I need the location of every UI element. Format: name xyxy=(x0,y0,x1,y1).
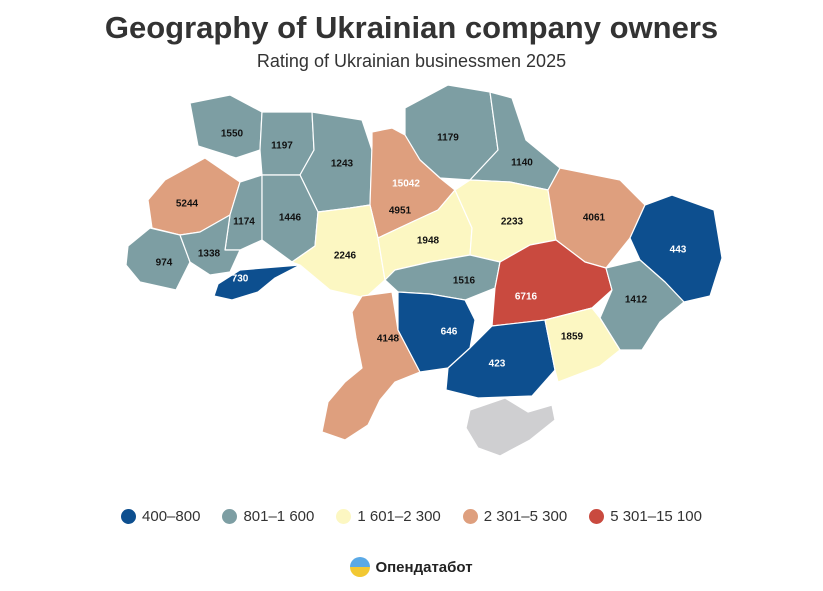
region-value-label: 15042 xyxy=(392,179,420,190)
legend-label: 5 301–15 100 xyxy=(610,508,702,525)
region-value-label: 1197 xyxy=(271,141,293,152)
region-crimea xyxy=(465,397,556,457)
legend-swatch xyxy=(589,509,605,524)
region-luhansk xyxy=(629,194,723,303)
region-value-label: 1859 xyxy=(561,332,584,343)
legend: 400–800 801–1 600 1 601–2 300 2 301–5 30… xyxy=(0,508,823,525)
region-value-label: 4061 xyxy=(583,213,606,224)
region-value-label: 974 xyxy=(156,258,173,269)
legend-swatch xyxy=(462,509,478,524)
chart-subtitle: Rating of Ukrainian businessmen 2025 xyxy=(256,51,567,71)
region-value-label: 4148 xyxy=(377,334,400,345)
legend-item: 2 301–5 300 xyxy=(462,508,568,525)
legend-swatch xyxy=(222,509,238,524)
legend-label: 801–1 600 xyxy=(243,508,315,525)
legend-label: 1 601–2 300 xyxy=(357,508,441,525)
legend-item: 1 601–2 300 xyxy=(336,508,441,525)
region-ivano-frankivsk xyxy=(179,214,241,276)
region-value-label: 1174 xyxy=(233,217,255,228)
region-value-label: 443 xyxy=(670,245,687,256)
legend-label: 2 301–5 300 xyxy=(483,508,568,525)
legend-item: 5 301–15 100 xyxy=(589,508,702,525)
region-value-label: 1412 xyxy=(625,295,648,306)
region-zaporizhzhia xyxy=(544,307,621,383)
legend-swatch xyxy=(121,509,137,524)
region-value-label: 2233 xyxy=(501,217,524,228)
legend-swatch xyxy=(336,509,352,524)
region-value-label: 5244 xyxy=(176,199,199,210)
ukraine-choropleth-map: 1550 1197 1243 1179 1140 5244 1174 1446 15042 495… xyxy=(125,84,723,457)
region-zakarpattia xyxy=(125,227,191,291)
logo-icon xyxy=(350,557,371,577)
region-value-label: 2246 xyxy=(334,251,357,262)
chart-title: Geography of Ukrainian company owners xyxy=(104,10,719,45)
region-chernivtsi xyxy=(213,264,301,301)
region-kherson xyxy=(445,319,556,399)
region-value-label: 1140 xyxy=(511,158,533,169)
region-value-label: 1338 xyxy=(198,249,221,260)
legend-item: 801–1 600 xyxy=(222,508,314,525)
region-value-label: 1446 xyxy=(279,213,302,224)
region-volyn xyxy=(189,94,263,159)
region-value-label: 1179 xyxy=(437,133,459,144)
legend-label: 400–800 xyxy=(142,508,201,525)
opendatabot-logo: Опендатабот xyxy=(0,557,823,577)
region-value-label: 1550 xyxy=(221,129,244,140)
region-value-label: 1948 xyxy=(417,236,440,247)
region-value-label: 1243 xyxy=(331,159,354,170)
region-value-label: 730 xyxy=(232,274,249,285)
region-value-label: 646 xyxy=(441,327,458,338)
logo-text: Опендатабот xyxy=(375,558,473,576)
region-value-label: 4951 xyxy=(389,206,412,217)
region-value-label: 6716 xyxy=(515,292,538,303)
region-donetsk xyxy=(599,259,685,351)
region-value-label: 423 xyxy=(489,359,506,370)
region-value-label: 1516 xyxy=(453,276,476,287)
legend-item: 400–800 xyxy=(121,508,200,525)
